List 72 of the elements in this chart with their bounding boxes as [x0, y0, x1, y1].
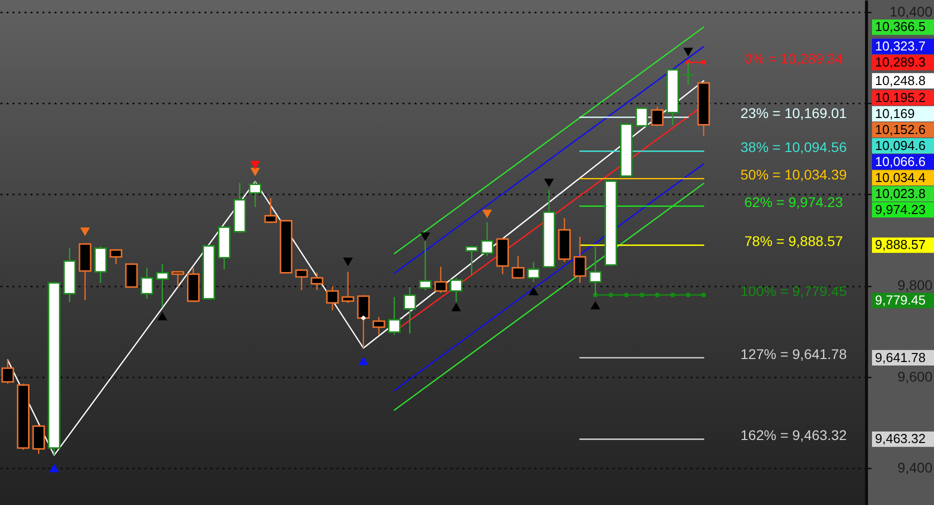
text: 10,094.6 — [875, 138, 926, 153]
candlestick — [512, 255, 524, 280]
text: 23% = 10,169.01 — [740, 105, 847, 122]
text: 10,289.3 — [875, 54, 926, 70]
candlestick — [140, 267, 154, 300]
candlestick — [94, 246, 107, 284]
point — [482, 210, 492, 218]
point — [358, 356, 368, 366]
point — [590, 300, 600, 310]
point — [528, 286, 538, 296]
point — [158, 312, 168, 320]
legend-label: 50% = 10,034.39 — [740, 166, 847, 183]
point — [343, 258, 353, 266]
text: 10,023.8 — [875, 186, 926, 201]
legend-label: 38% = 10,094.56 — [740, 139, 847, 156]
candlestick — [480, 222, 494, 257]
candlestick — [357, 294, 370, 349]
y-tick-label: 9,800 — [897, 277, 933, 294]
candlestick — [156, 263, 169, 308]
candlestick — [32, 424, 45, 455]
point — [360, 315, 366, 321]
point — [654, 292, 660, 298]
point — [683, 48, 694, 56]
legend-label: 78% = 9,888.57 — [744, 233, 844, 250]
candlestick — [388, 296, 401, 336]
legend-label: 127% = 9,641.78 — [740, 346, 847, 362]
point — [608, 292, 614, 298]
text: 10,366.5 — [875, 19, 926, 34]
point — [686, 292, 691, 298]
text: 10,323.7 — [875, 38, 926, 54]
point — [420, 232, 430, 241]
candlestick — [650, 106, 664, 127]
point — [639, 292, 644, 298]
point — [624, 292, 629, 298]
text: 9,888.57 — [875, 237, 926, 252]
candlestick — [574, 236, 586, 284]
text: 10,152.6 — [875, 122, 926, 137]
point — [701, 60, 706, 65]
text: 9,463.32 — [875, 431, 926, 446]
candlestick — [403, 286, 416, 334]
candlestick — [465, 245, 478, 276]
legend-label: 62% = 9,974.23 — [744, 194, 844, 210]
text: 9,974.23 — [875, 202, 926, 217]
legend-label: 0% = 10,289.34 — [744, 50, 844, 66]
point — [451, 302, 462, 312]
text: 10,195.2 — [875, 90, 926, 105]
point — [670, 292, 676, 298]
candlestick — [450, 277, 463, 303]
y-tick-label: 9,400 — [897, 460, 933, 476]
candlestick — [635, 106, 648, 128]
point — [250, 168, 260, 176]
text: 10,169 — [875, 106, 915, 121]
text: 100% = 9,779.45 — [740, 282, 847, 299]
legend-label: 162% = 9,463.32 — [740, 427, 847, 444]
text: 9,779.45 — [875, 292, 926, 308]
text: 9,641.78 — [875, 350, 926, 365]
y-tick-label: 10,400 — [890, 3, 933, 20]
text: 10,034.4 — [875, 170, 926, 185]
candlestick — [682, 62, 694, 86]
candlestick — [264, 197, 277, 224]
candlestick — [372, 316, 386, 336]
candlestick — [527, 261, 540, 283]
candlestick — [110, 248, 122, 265]
point — [80, 228, 90, 236]
text: 10,248.8 — [875, 72, 926, 88]
y-tick-label: 9,600 — [897, 368, 933, 384]
point — [250, 160, 260, 170]
point — [701, 292, 706, 298]
point — [49, 464, 59, 472]
text: 10,066.6 — [875, 154, 926, 169]
point — [544, 178, 554, 188]
candlestick — [248, 180, 262, 208]
